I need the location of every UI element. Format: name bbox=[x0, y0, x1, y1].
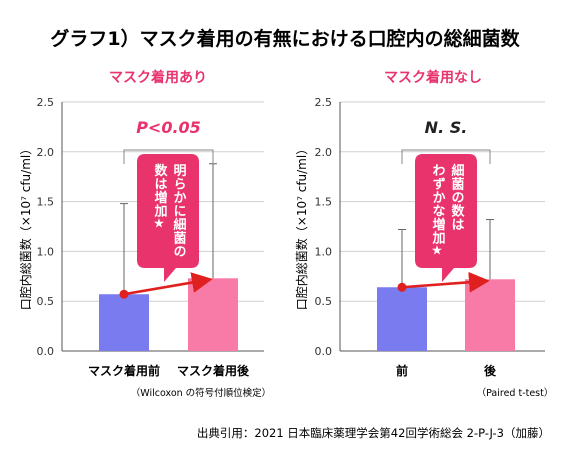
callout-text: 明らかに細菌の bbox=[171, 164, 187, 258]
category-label: マスク着用後 bbox=[177, 363, 250, 378]
bar-after bbox=[188, 278, 238, 351]
source-citation: 出典引用：2021 日本臨床薬理学会第42回学術総会 2-P-J-3（加藤） bbox=[197, 426, 550, 440]
statistical-test-note: （Paired t-test） bbox=[477, 387, 554, 399]
category-label: 前 bbox=[396, 363, 408, 378]
y-tick-label: 2.5 bbox=[37, 96, 55, 109]
trend-start-dot bbox=[397, 282, 407, 292]
significance-bracket bbox=[123, 149, 214, 164]
bar-before bbox=[377, 287, 427, 351]
significance-label: P<0.05 bbox=[136, 118, 201, 137]
callout-bubble bbox=[415, 154, 477, 282]
statistical-test-note: （Wilcoxon の符号付順位検定） bbox=[131, 387, 271, 399]
y-tick-label: 1.5 bbox=[315, 196, 333, 209]
panel-title: マスク着用あり bbox=[109, 69, 207, 86]
callout-text: 数は増加★ bbox=[152, 163, 169, 232]
chart-panel-2: マスク着用なし 0.0 0.5 1.0 1.5 2.0 2.5 口腔内総菌数（×10⁷ cfu… bbox=[294, 69, 553, 399]
y-tick-label: 2.0 bbox=[315, 146, 333, 159]
y-axis-label: 口腔内総菌数（×10⁷ cfu/ml） bbox=[294, 143, 309, 310]
y-tick-label: 0.0 bbox=[315, 345, 333, 358]
y-tick-label: 0.5 bbox=[37, 295, 55, 308]
bar-before bbox=[99, 294, 149, 351]
y-tick-label: 0.0 bbox=[37, 345, 55, 358]
category-label: 後 bbox=[484, 363, 497, 378]
trend-arrow bbox=[123, 272, 213, 296]
callout-text: 細菌の数は bbox=[449, 163, 465, 231]
main-title: グラフ1）マスク着用の有無における口腔内の総細菌数 bbox=[50, 27, 520, 50]
panel-title: マスク着用なし bbox=[384, 69, 482, 86]
y-tick-label: 1.0 bbox=[315, 245, 333, 258]
callout-text: わずかな増加★ bbox=[430, 164, 447, 259]
y-tick-label: 2.0 bbox=[37, 146, 55, 159]
trend-start-dot bbox=[119, 289, 129, 299]
bar-after bbox=[465, 279, 515, 351]
trend-arrow bbox=[401, 271, 490, 293]
y-tick-label: 1.0 bbox=[37, 245, 55, 258]
significance-label: N. S. bbox=[425, 118, 468, 137]
chart-panel-1: マスク着用あり 0.0 0.5 1.0 1.5 2.0 2.5 口腔内総菌数（×10⁷ cfu… bbox=[18, 69, 271, 399]
y-tick-label: 1.5 bbox=[37, 196, 55, 209]
callout-bubble bbox=[137, 154, 199, 282]
significance-bracket bbox=[401, 149, 491, 164]
category-label: マスク着用前 bbox=[88, 363, 160, 378]
y-tick-label: 0.5 bbox=[315, 295, 333, 308]
y-tick-label: 2.5 bbox=[315, 96, 333, 109]
y-axis-label: 口腔内総菌数（×10⁷ cfu/ml） bbox=[18, 143, 33, 310]
